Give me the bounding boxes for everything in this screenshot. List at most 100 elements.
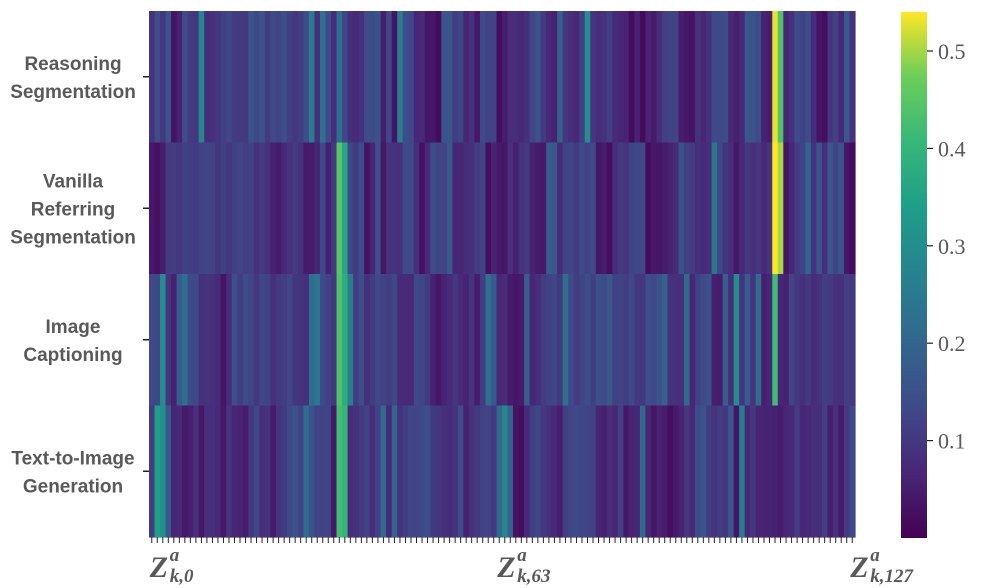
heatmap-cell <box>623 142 630 275</box>
heatmap-cell <box>237 11 244 144</box>
heatmap-cell <box>226 142 233 275</box>
heatmap-cell <box>402 11 409 144</box>
heatmap-cell <box>717 274 724 407</box>
heatmap-cell <box>551 142 558 275</box>
heatmap-cell <box>325 11 332 144</box>
heatmap-cell <box>568 11 575 144</box>
heatmap-cell <box>336 142 343 275</box>
heatmap-cell <box>794 142 801 275</box>
heatmap-cell <box>231 11 238 144</box>
heatmap-cell <box>667 142 674 275</box>
heatmap-cell <box>612 142 619 275</box>
heatmap-cell <box>248 142 255 275</box>
heatmap-cell <box>772 274 779 407</box>
x-tick-label-sub: k,63 <box>517 566 550 587</box>
heatmap-cell <box>402 405 409 538</box>
heatmap-cell <box>253 11 260 144</box>
heatmap-cell <box>468 142 476 275</box>
heatmap-cell <box>832 11 840 144</box>
heatmap-cell <box>695 274 702 407</box>
heatmap-cell <box>684 142 691 275</box>
heatmap-cell <box>336 405 343 538</box>
heatmap-cell <box>154 142 161 275</box>
colorbar-tick-label: 0.1 <box>938 429 966 454</box>
heatmap-cell <box>661 11 669 144</box>
heatmap-cell <box>540 142 547 275</box>
heatmap-cell <box>623 405 630 538</box>
heatmap-cell <box>661 405 669 538</box>
heatmap-cell <box>843 142 851 275</box>
heatmap-cell <box>375 142 382 275</box>
heatmap-cell <box>788 405 795 538</box>
heatmap-cell <box>319 142 327 275</box>
heatmap-cell <box>408 11 415 144</box>
heatmap-cell <box>524 405 531 538</box>
heatmap-cell <box>496 11 503 144</box>
heatmap-cell <box>595 274 602 407</box>
heatmap-cell <box>601 405 608 538</box>
heatmap-cell <box>452 142 459 275</box>
heatmap-cell <box>474 11 481 144</box>
heatmap-cell <box>457 11 464 144</box>
heatmap-cell <box>441 142 448 275</box>
heatmap-cell <box>314 11 321 144</box>
heatmap-cell <box>160 405 167 538</box>
heatmap-cell <box>380 405 387 538</box>
heatmap-cell <box>325 142 332 275</box>
heatmap-cell <box>507 274 514 407</box>
heatmap-cell <box>165 142 172 275</box>
heatmap-cell <box>612 405 619 538</box>
heatmap-cell <box>457 274 464 407</box>
heatmap-cell <box>761 142 768 275</box>
heatmap-cell <box>766 142 773 275</box>
heatmap-cell <box>479 142 487 275</box>
heatmap-cell <box>391 274 398 407</box>
heatmap-cell <box>424 405 431 538</box>
heatmap-cell <box>507 405 514 538</box>
heatmap-cell <box>821 405 829 538</box>
heatmap-cell <box>816 405 823 538</box>
heatmap-cell <box>215 142 222 275</box>
heatmap-cell <box>573 142 580 275</box>
heatmap-cell <box>198 11 205 144</box>
heatmap-cell <box>303 274 310 407</box>
heatmap-cell <box>149 11 156 144</box>
heatmap-cell <box>739 274 746 407</box>
heatmap-cell <box>176 405 183 538</box>
heatmap-cell <box>154 11 161 144</box>
heatmap-cell <box>182 142 189 275</box>
heatmap-cell <box>154 405 161 538</box>
x-tick-label-sup: a <box>517 545 527 566</box>
heatmap-cell <box>783 142 790 275</box>
x-ticks <box>151 537 853 543</box>
row-label: Generation <box>23 476 123 497</box>
heatmap-cell <box>171 11 178 144</box>
heatmap-cell <box>419 274 426 407</box>
heatmap-cell <box>546 405 553 538</box>
heatmap-cell <box>165 405 172 538</box>
heatmap-cell <box>463 142 470 275</box>
colorbar-tick-label: 0.2 <box>938 331 966 356</box>
heatmap-cell <box>667 11 674 144</box>
colorbar-tick-label: 0.5 <box>938 39 966 64</box>
heatmap-cell <box>231 142 238 275</box>
heatmap-cell <box>424 274 431 407</box>
heatmap-cell <box>667 274 674 407</box>
heatmap-cell <box>220 11 227 144</box>
heatmap-cell <box>204 274 211 407</box>
heatmap-cell <box>209 142 216 275</box>
heatmap-cell <box>562 11 569 144</box>
heatmap-cell <box>187 142 194 275</box>
row-label: Referring <box>31 199 115 220</box>
heatmap-cell <box>342 142 349 275</box>
heatmap-cell <box>733 142 740 275</box>
heatmap-cell <box>634 142 641 275</box>
heatmap-cell <box>446 142 453 275</box>
heatmap-cell <box>496 274 503 407</box>
heatmap-cell <box>369 405 376 538</box>
heatmap-cell <box>430 11 437 144</box>
heatmap-cell <box>744 405 751 538</box>
heatmap-cell <box>799 274 806 407</box>
